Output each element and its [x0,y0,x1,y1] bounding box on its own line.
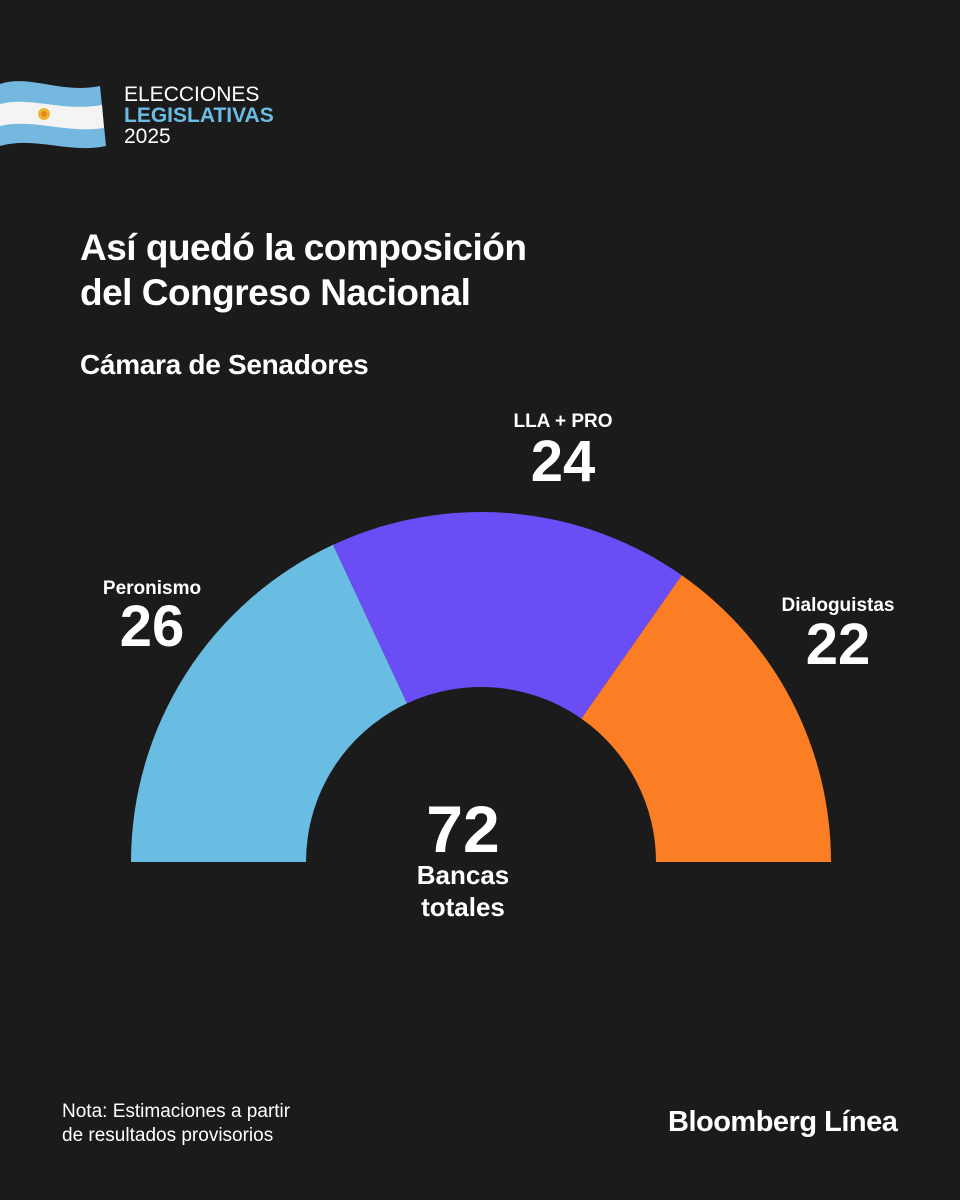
slice-label-lla-pro: LLA + PRO [513,411,612,432]
slice-value-peronismo: 26 [120,594,185,659]
chamber-subtitle: Cámara de Senadores [80,349,369,380]
footnote-line2: de resultados provisorios [62,1125,274,1146]
page-title: Así quedó la composición del Congreso Na… [80,225,720,315]
slice-peronismo [131,544,408,862]
slice-lla-pro [333,512,682,719]
slice-dialoguistas [581,575,831,862]
event-label-year: 2025 [124,125,171,148]
footnote: Nota: Estimaciones a partir de resultado… [62,1100,290,1148]
event-label-line1: ELECCIONES [124,83,260,106]
page-title-line2: del Congreso Nacional [80,272,471,313]
publisher-logo: Bloomberg Línea [668,1106,898,1138]
page-title-line1: Así quedó la composición [80,227,527,268]
slice-label-dialoguistas: Dialoguistas [782,595,895,616]
slice-label-peronismo: Peronismo [103,578,201,599]
total-seats-value: 72 [426,792,499,866]
slice-value-dialoguistas: 22 [806,612,871,677]
slice-value-lla-pro: 24 [531,429,596,494]
argentina-flag-icon [0,81,106,149]
event-label-line2: LEGISLATIVAS [124,104,274,127]
footnote-line1: Nota: Estimaciones a partir [62,1101,291,1122]
event-label: ELECCIONES LEGISLATIVAS 2025 [124,84,274,147]
total-seats-label-line2: totales [421,892,505,922]
total-seats-label-line1: Bancas [417,860,510,890]
